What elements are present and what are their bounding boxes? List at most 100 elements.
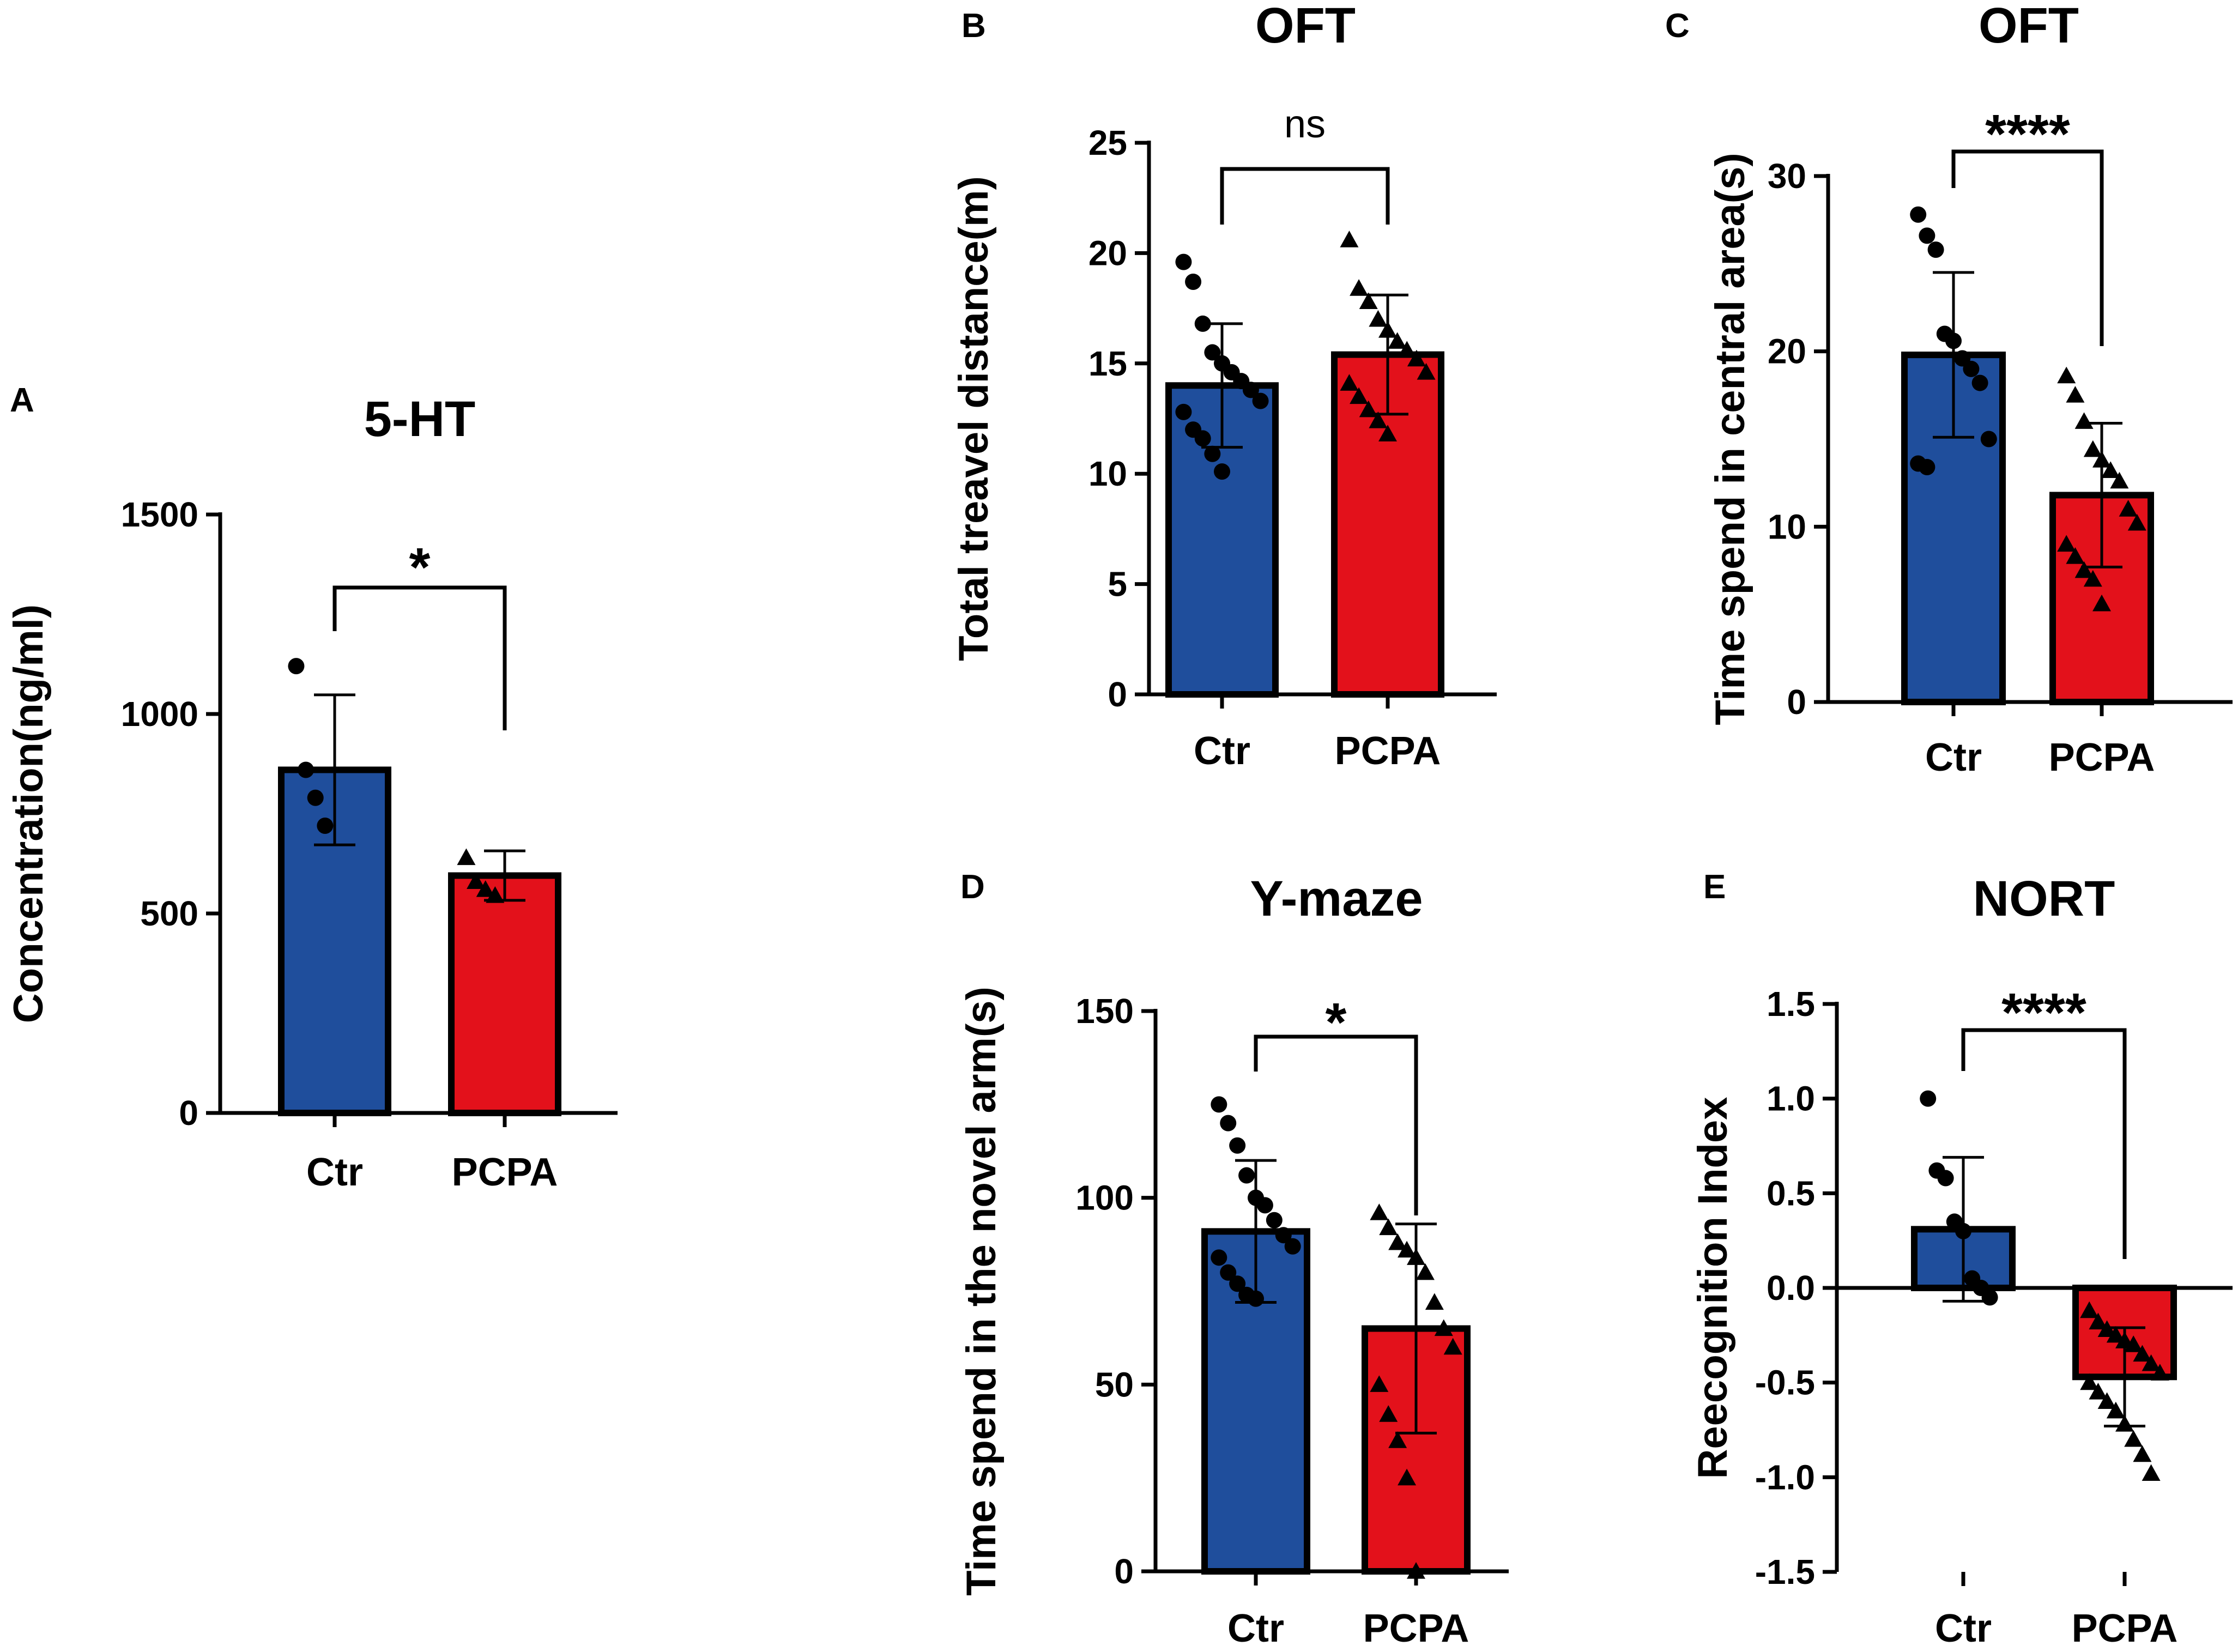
data-point [1284, 1238, 1301, 1255]
data-point [2106, 1326, 2125, 1343]
y-tick-label: 50 [1095, 1365, 1134, 1404]
bar-ctr [1165, 382, 1279, 698]
significance-label: ns [1284, 102, 1326, 146]
data-point [467, 872, 486, 889]
data-point [2110, 471, 2129, 489]
data-point [1425, 1293, 1444, 1310]
data-point [1211, 1249, 1227, 1266]
data-point [1340, 231, 1359, 247]
data-point [1204, 344, 1221, 361]
data-point [1416, 1263, 1435, 1280]
data-point [2092, 451, 2111, 468]
data-point [1388, 1431, 1407, 1448]
data-point [317, 817, 334, 834]
panel-letter: E [1703, 868, 1726, 906]
y-tick-label: 30 [1768, 156, 1806, 196]
data-point [1417, 362, 1436, 380]
significance-bracket [1254, 1034, 1418, 1215]
data-point [1927, 241, 1944, 258]
data-point [1443, 1338, 1462, 1355]
data-point [2124, 1335, 2143, 1352]
data-point [1238, 1167, 1255, 1184]
y-axis-label: Time spend in the novel arm(s) [958, 987, 1005, 1596]
y-axis-label: Reecognition Index [1690, 1097, 1736, 1479]
y-tick-label: 10 [1768, 507, 1806, 546]
significance-label: **** [1985, 104, 2070, 165]
y-axis-label: Total treavel distance(m) [951, 176, 997, 661]
y-tick-label: 5 [1108, 565, 1127, 604]
data-point [1194, 430, 1211, 447]
significance-bracket [1951, 149, 2104, 346]
y-axis-label: Concentration(ng/ml) [5, 604, 52, 1023]
data-point [1248, 1290, 1264, 1307]
data-point [1350, 279, 1369, 296]
x-tick-label: Ctr [1227, 1607, 1284, 1650]
data-point [1407, 1248, 1425, 1265]
data-point [1370, 1375, 1389, 1392]
data-point [2106, 1401, 2125, 1419]
significance-label: * [1326, 992, 1347, 1053]
y-tick-label: 15 [1088, 344, 1127, 383]
panel-letter: B [961, 7, 986, 45]
data-point [2097, 1392, 2116, 1409]
y-tick-label: 500 [140, 894, 198, 933]
data-point [1369, 412, 1388, 428]
data-point [2080, 1373, 2099, 1390]
significance-bracket [1220, 167, 1390, 225]
data-point [1910, 206, 1927, 223]
data-point [1359, 400, 1378, 417]
chart-title: 5-HT [364, 391, 475, 447]
data-point [1981, 1289, 1998, 1306]
x-tick-label: Ctr [1925, 736, 1982, 779]
data-point [1175, 403, 1192, 420]
data-point [1252, 392, 1269, 409]
data-point [1369, 310, 1388, 327]
panel-c: C OFT Time spend in central area(s) 0 10 20 30… [1665, 0, 2233, 779]
y-tick-label: -0.5 [1755, 1363, 1815, 1402]
y-tick-label: 25 [1088, 123, 1127, 162]
data-point [457, 848, 476, 866]
data-point [2115, 1415, 2134, 1432]
data-point [2089, 1383, 2108, 1400]
data-point [2127, 513, 2146, 531]
x-tick-label: PCPA [2072, 1607, 2178, 1650]
y-tick-label: 0 [179, 1093, 198, 1133]
y-tick-label: 10 [1088, 454, 1127, 493]
y-tick-label: 0 [1787, 682, 1806, 722]
y-tick-label: 0 [1108, 675, 1127, 714]
data-point [2057, 366, 2076, 384]
data-point [1220, 1264, 1237, 1281]
data-point [1370, 1203, 1389, 1220]
data-point [1434, 1319, 1453, 1336]
data-point [307, 789, 324, 806]
significance-bracket [1961, 1028, 2127, 1259]
data-point [1340, 374, 1359, 391]
data-point [1388, 332, 1407, 349]
data-point [1937, 1170, 1954, 1187]
y-tick-label: 1500 [121, 495, 198, 534]
data-point [1379, 1218, 1398, 1236]
data-point [1220, 1115, 1237, 1131]
data-point [1919, 227, 1935, 244]
data-point [1398, 341, 1417, 358]
data-point [1185, 274, 1202, 291]
data-point [2083, 570, 2102, 587]
data-point [1214, 463, 1230, 480]
data-point [1211, 1096, 1227, 1113]
data-point [298, 761, 314, 778]
data-point [1275, 1227, 1292, 1244]
significance-label: * [409, 537, 431, 598]
y-tick-label: 0.5 [1767, 1173, 1815, 1213]
x-tick-label: PCPA [1335, 729, 1441, 773]
data-point [1379, 1405, 1398, 1422]
y-tick-label: 20 [1768, 332, 1806, 371]
data-point [2080, 1301, 2099, 1318]
data-point [2142, 1464, 2161, 1481]
panel-a: A 5-HT Concentration(ng/ml) 0 500 1000 1500 Ctr… [5, 382, 618, 1194]
data-point [1229, 1275, 1246, 1292]
x-tick-label: PCPA [452, 1151, 558, 1194]
data-point [476, 880, 495, 897]
data-point [1378, 425, 1397, 441]
y-tick-label: 1000 [121, 694, 198, 734]
